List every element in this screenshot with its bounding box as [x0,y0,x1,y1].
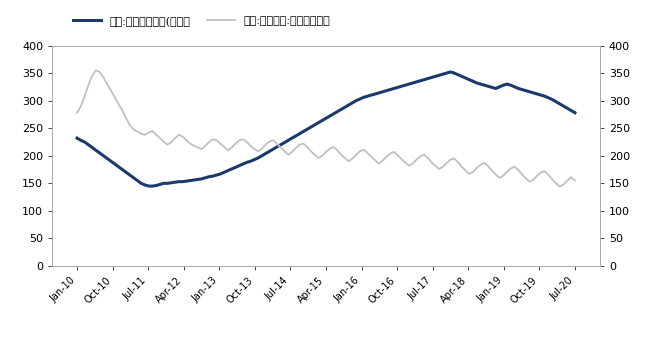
美国:新建住房待售(千套） [571,111,579,115]
美国:新建住房待售(千套） [73,136,81,140]
美国:新建住房待售(千套） [447,70,454,74]
美国:新建住房待售(千套） [548,97,556,102]
Line: 美国:新建住房待售(千套）: 美国:新建住房待售(千套） [77,72,575,186]
美国:成屋销售:库存（万套） [556,184,564,189]
美国:成屋销售:库存（万套） [390,150,398,154]
美国:新建住房待售(千套） [107,159,115,163]
美国:新建住房待售(千套） [390,86,398,91]
美国:成屋销售:库存（万套） [92,68,100,72]
美国:成屋销售:库存（万套） [73,111,81,115]
美国:成屋销售:库存（万套） [420,153,428,157]
美国:成屋销售:库存（万套） [111,95,119,99]
美国:成屋销售:库存（万套） [559,182,567,187]
美国:新建住房待售(千套） [145,184,153,188]
Line: 美国:成屋销售:库存（万套）: 美国:成屋销售:库存（万套） [77,70,575,187]
美国:新建住房待售(千套） [559,104,567,108]
美国:新建住房待售(千套） [405,82,413,86]
Legend: 美国:新建住房待售(千套）, 美国:成屋销售:库存（万套）: 美国:新建住房待售(千套）, 美国:成屋销售:库存（万套） [68,11,335,30]
美国:成屋销售:库存（万套） [571,178,579,183]
美国:成屋销售:库存（万套） [544,173,552,177]
美国:成屋销售:库存（万套） [405,163,413,168]
美国:新建住房待售(千套） [420,78,428,82]
